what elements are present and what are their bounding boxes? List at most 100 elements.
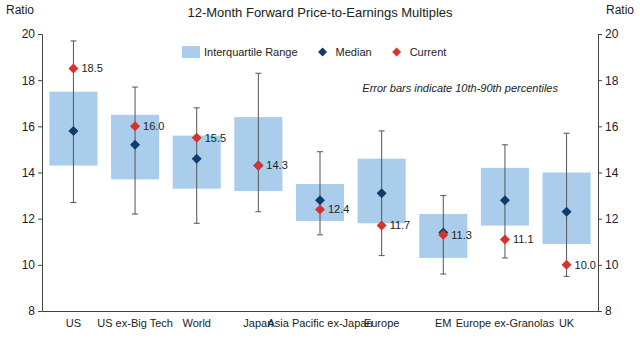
x-axis-tick-label: US ex-Big Tech (97, 317, 173, 329)
y2-axis-tick-mark (598, 265, 602, 266)
y-axis-tick-label: 20 (22, 27, 36, 41)
y-axis-tick-label: 8 (28, 304, 35, 318)
error-bar-cap (317, 234, 323, 235)
y2-axis-tick-label: 8 (605, 304, 612, 318)
legend-item: Current (392, 46, 446, 58)
y2-axis-tick-mark (598, 219, 602, 220)
y-axis-tick-label: 10 (22, 258, 36, 272)
marker (315, 204, 325, 214)
error-bar (320, 152, 321, 235)
x-axis-tick: Europe ex-Granolas (456, 317, 555, 329)
y2-axis-tick-label: 14 (605, 166, 619, 180)
x-axis-tick: EM (435, 317, 452, 329)
legend-swatch (318, 48, 327, 57)
error-bar-cap (317, 151, 323, 152)
error-bar-cap (502, 144, 508, 145)
marker (192, 133, 202, 143)
marker (68, 64, 78, 74)
y-axis-tick-mark (38, 265, 42, 266)
y2-axis-tick-label: 20 (605, 27, 619, 41)
y-axis-tick: 12 (22, 212, 42, 226)
y2-axis-tick-label: 16 (605, 120, 619, 134)
x-axis-tick: US ex-Big Tech (97, 317, 173, 329)
error-bar (566, 133, 567, 276)
legend-swatch (392, 48, 401, 57)
y2-axis-tick-mark (598, 173, 602, 174)
y2-axis-title: Ratio (606, 3, 634, 17)
y2-axis-tick-mark (598, 126, 602, 127)
x-axis: USUS ex-Big TechWorldJapanAsia Pacific e… (43, 312, 599, 329)
y-axis-tick-label: 16 (22, 120, 36, 134)
error-bar (258, 73, 259, 212)
y2-axis-tick: 16 (598, 120, 619, 134)
marker (130, 140, 140, 150)
marker (500, 234, 510, 244)
y2-axis-tick: 10 (598, 258, 619, 272)
marker (377, 188, 387, 198)
data-label: 11.1 (513, 233, 534, 245)
legend: Interquartile RangeMedianCurrent (182, 46, 446, 58)
marker (500, 195, 510, 205)
x-axis-line (43, 311, 599, 312)
data-label: 12.4 (328, 203, 349, 215)
error-bar-cap (132, 87, 138, 88)
legend-label: Current (410, 46, 447, 58)
y2-axis-tick-label: 18 (605, 74, 619, 88)
x-axis-tick: World (182, 317, 211, 329)
y-axis-tick-mark (38, 311, 42, 312)
marker (253, 161, 263, 171)
data-label: 15.5 (205, 132, 226, 144)
y-axis-title: Ratio (6, 3, 34, 17)
legend-label: Interquartile Range (204, 46, 298, 58)
y2-axis-tick: 14 (598, 166, 619, 180)
y-axis-tick-label: 12 (22, 212, 36, 226)
y2-axis-tick-mark (598, 34, 602, 35)
y-axis-tick: 16 (22, 120, 42, 134)
marker (68, 126, 78, 136)
error-bar-cap (502, 257, 508, 258)
error-bar-cap (70, 40, 76, 41)
plot-area (49, 41, 590, 276)
x-axis-tick-label: Europe ex-Granolas (456, 317, 555, 329)
y-axis-line (38, 35, 43, 312)
error-bar-cap (255, 211, 261, 212)
x-axis-tick-label: World (182, 317, 211, 329)
error-bar-cap (440, 195, 446, 196)
x-axis-tick: US (66, 317, 81, 329)
marker (562, 207, 572, 217)
error-bar (196, 108, 197, 223)
marker (130, 121, 140, 131)
data-label: 11.3 (451, 229, 472, 241)
marker (192, 154, 202, 164)
marker (253, 161, 263, 171)
y2-axis-tick: 18 (598, 74, 619, 88)
y2-axis: 8101214161820 (598, 27, 619, 318)
y-axis-tick-label: 18 (22, 74, 36, 88)
title: 12-Month Forward Price-to-Earnings Multi… (187, 5, 453, 20)
chart: 12-Month Forward Price-to-Earnings Multi… (0, 0, 640, 342)
y-axis-tick: 18 (22, 74, 42, 88)
error-bar-cap (132, 214, 138, 215)
annotation: Error bars indicate 10th-90th percentile… (362, 82, 558, 94)
x-axis-tick-label: Europe (364, 317, 399, 329)
y-axis-tick-mark (38, 34, 42, 35)
x-axis-tick: Europe (364, 317, 399, 329)
y2-axis-line (599, 35, 603, 312)
legend-swatch (182, 46, 200, 58)
error-bar-cap (70, 202, 76, 203)
marker (315, 195, 325, 205)
marker (438, 230, 448, 240)
y-axis-tick-label: 14 (22, 166, 36, 180)
y2-axis-tick-label: 10 (605, 258, 619, 272)
x-axis-tick-label: US (66, 317, 81, 329)
marker (562, 260, 572, 270)
error-bar (135, 87, 136, 214)
x-axis-tick-label: Asia Pacific ex-Japan (267, 317, 372, 329)
data-label: 10.0 (575, 259, 596, 271)
error-bar-cap (255, 73, 261, 74)
y-axis-tick: 20 (22, 27, 42, 41)
y-axis-tick-mark (38, 219, 42, 220)
x-axis-tick: UK (559, 317, 575, 329)
error-bar-cap (564, 276, 570, 277)
y-axis-tick-mark (38, 173, 42, 174)
